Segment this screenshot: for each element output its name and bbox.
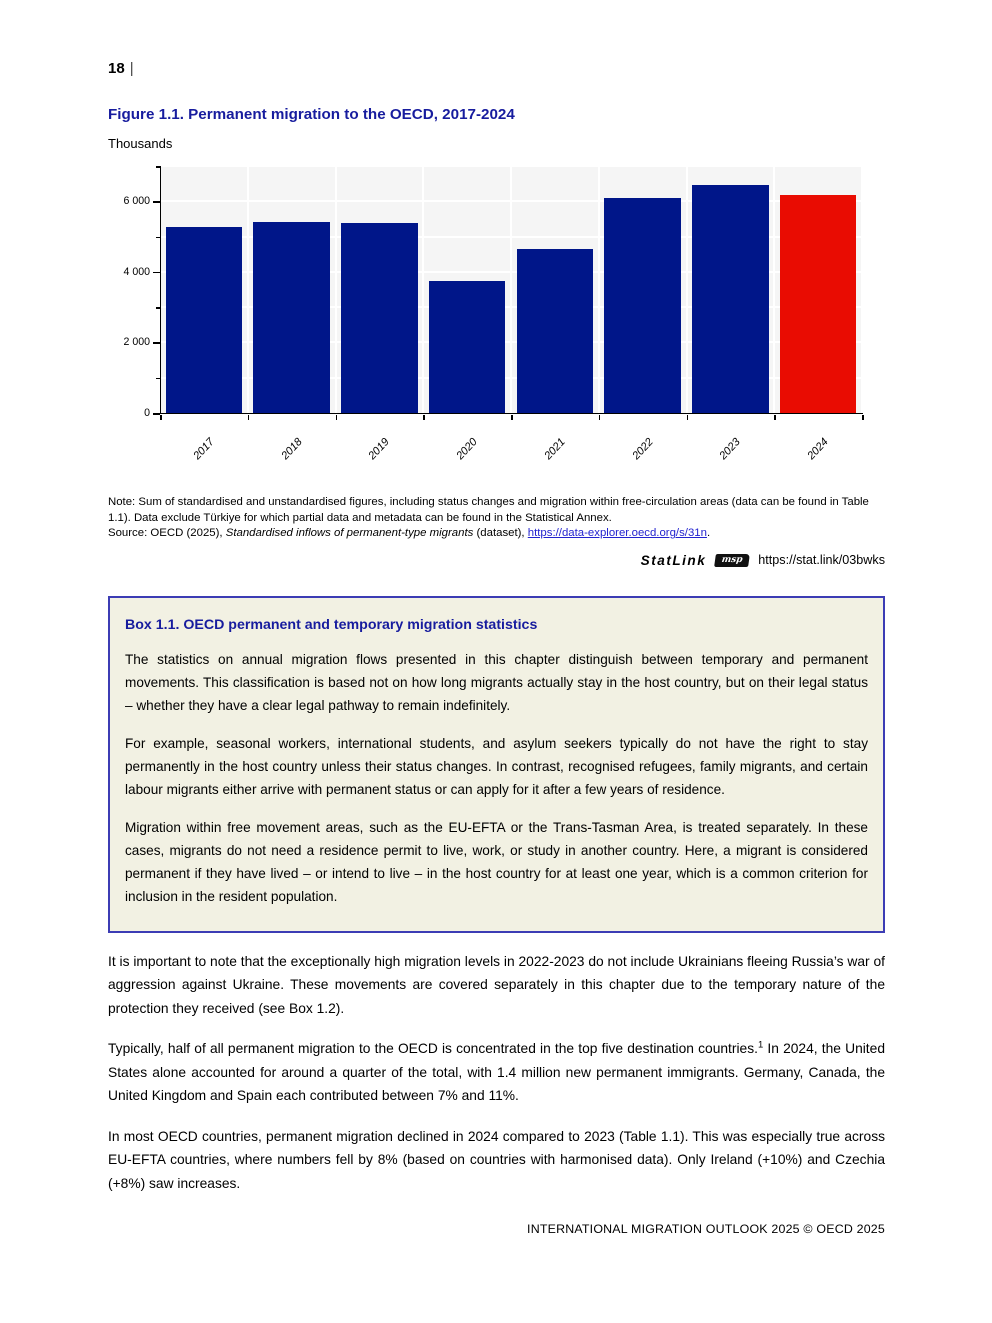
x-axis-tick (774, 414, 776, 420)
bar-cell-2022 (600, 166, 688, 413)
x-axis-tick (511, 414, 513, 420)
gridline (161, 341, 863, 344)
y-axis-minor-tick (156, 166, 160, 168)
page-footer: INTERNATIONAL MIGRATION OUTLOOK 2025 © O… (527, 1222, 885, 1237)
body-paragraph-2-pre: Typically, half of all permanent migrati… (108, 1041, 758, 1057)
bar-2017 (165, 227, 243, 413)
body-paragraph-1: It is important to note that the excepti… (108, 953, 885, 1016)
y-axis-tick-label: 0 (144, 407, 150, 419)
x-axis-tick (862, 414, 864, 420)
x-axis-tick (160, 414, 162, 420)
figure-unit-label: Thousands (108, 136, 173, 151)
bar-cell-2024 (775, 166, 863, 413)
x-axis-label-2019: 2019 (366, 436, 393, 463)
y-axis-major-tick (153, 342, 160, 345)
x-axis-tick (686, 414, 689, 420)
body-paragraph-2-post: In 2024, the United States alone account… (108, 1041, 885, 1104)
body-paragraph-3: In most OECD countries, permanent migrat… (108, 1128, 885, 1191)
box-paragraph-1: The statistics on annual migration flows… (125, 651, 868, 713)
x-axis-tick (335, 414, 338, 420)
y-axis-major-tick (153, 271, 160, 274)
bar-cell-2020 (424, 166, 512, 413)
gridline (161, 306, 863, 309)
bar-2018 (253, 222, 330, 413)
source-line: Source: OECD (2025), Standardised inflow… (108, 526, 885, 542)
bar-chart: 2017 2018 2019 2020 2021 2022 2023 2024 0 2 000 4… (108, 165, 885, 468)
y-axis-minor-tick (156, 307, 160, 309)
y-axis-minor-tick (156, 236, 160, 239)
footnote-ref-1[interactable]: 1 (757, 1039, 764, 1051)
source-link[interactable]: https://data-explorer.oecd.org/s/31n (527, 527, 707, 540)
bar-cells (161, 166, 863, 413)
note-text: Note: Sum of standardised and unstandard… (108, 496, 869, 524)
y-axis-major-tick (153, 413, 160, 415)
x-axis-label-2022: 2022 (629, 436, 656, 463)
y-axis-minor-tick (156, 377, 160, 380)
x-axis-label-2020: 2020 (454, 436, 480, 463)
box-paragraph-3: Migration within free movement areas, su… (125, 819, 868, 904)
gridline (161, 165, 863, 167)
gridline (161, 200, 863, 203)
bar-2022 (604, 198, 681, 413)
bar-cell-2017 (161, 166, 249, 413)
body-paragraph-2: Typically, half of all permanent migrati… (108, 1037, 885, 1108)
page: 18 | Figure 1.1. Permanent migration to t… (108, 60, 885, 1237)
source-mid: (dataset), (473, 527, 528, 540)
bar-2021 (516, 248, 594, 413)
gridline (161, 270, 863, 273)
statlink-row: StatLink msp https://stat.link/03bwks (108, 553, 885, 568)
page-number: 18 (108, 60, 125, 77)
figure-title: Figure 1.1. Permanent migration to the O… (108, 106, 515, 123)
bar-2023 (692, 185, 769, 413)
x-axis-labels: 2017 2018 2019 2020 2021 2022 2023 2024 (160, 422, 862, 468)
x-axis-label-2023: 2023 (717, 436, 744, 463)
statlink-label: StatLink (640, 552, 707, 568)
statlink-url[interactable]: https://stat.link/03bwks (758, 553, 885, 568)
source-suffix: . (706, 527, 711, 540)
bar-2020 (428, 280, 506, 413)
bar-cell-2021 (512, 166, 600, 413)
source-prefix: Source: OECD (2025), (108, 527, 226, 540)
x-axis-tick (598, 414, 601, 420)
box-paragraph-2: For example, seasonal workers, internati… (125, 735, 868, 797)
x-axis-tick (423, 414, 425, 420)
bar-cell-2019 (337, 166, 425, 413)
y-axis-tick-label: 4 000 (123, 265, 150, 278)
plot-area (160, 165, 863, 414)
gridline (161, 235, 863, 238)
y-axis-tick-label: 6 000 (123, 195, 150, 208)
bar-cell-2023 (688, 166, 776, 413)
x-axis-label-2018: 2018 (278, 436, 305, 463)
x-axis-tick (247, 414, 250, 420)
box-1-1: Box 1.1. OECD permanent and temporary mi… (108, 595, 885, 933)
bar-2019 (341, 223, 418, 413)
y-axis-major-tick (153, 201, 160, 203)
bar-2024 (779, 195, 857, 413)
y-axis-tick-label: 2 000 (123, 336, 150, 349)
gridline (161, 376, 863, 379)
box-title: Box 1.1. OECD permanent and temporary mi… (125, 616, 538, 633)
x-axis-label-2017: 2017 (191, 436, 217, 463)
page-number-separator: | (129, 60, 134, 77)
source-dataset-name: Standardised inflows of permanent-type m… (225, 527, 474, 540)
x-axis-label-2024: 2024 (805, 436, 831, 463)
statlink-icon: msp (714, 553, 751, 567)
x-axis-label-2021: 2021 (542, 436, 568, 463)
page-header: 18 | (108, 60, 885, 77)
bar-cell-2018 (249, 166, 337, 413)
figure-notes: Note: Sum of standardised and unstandard… (108, 495, 885, 542)
